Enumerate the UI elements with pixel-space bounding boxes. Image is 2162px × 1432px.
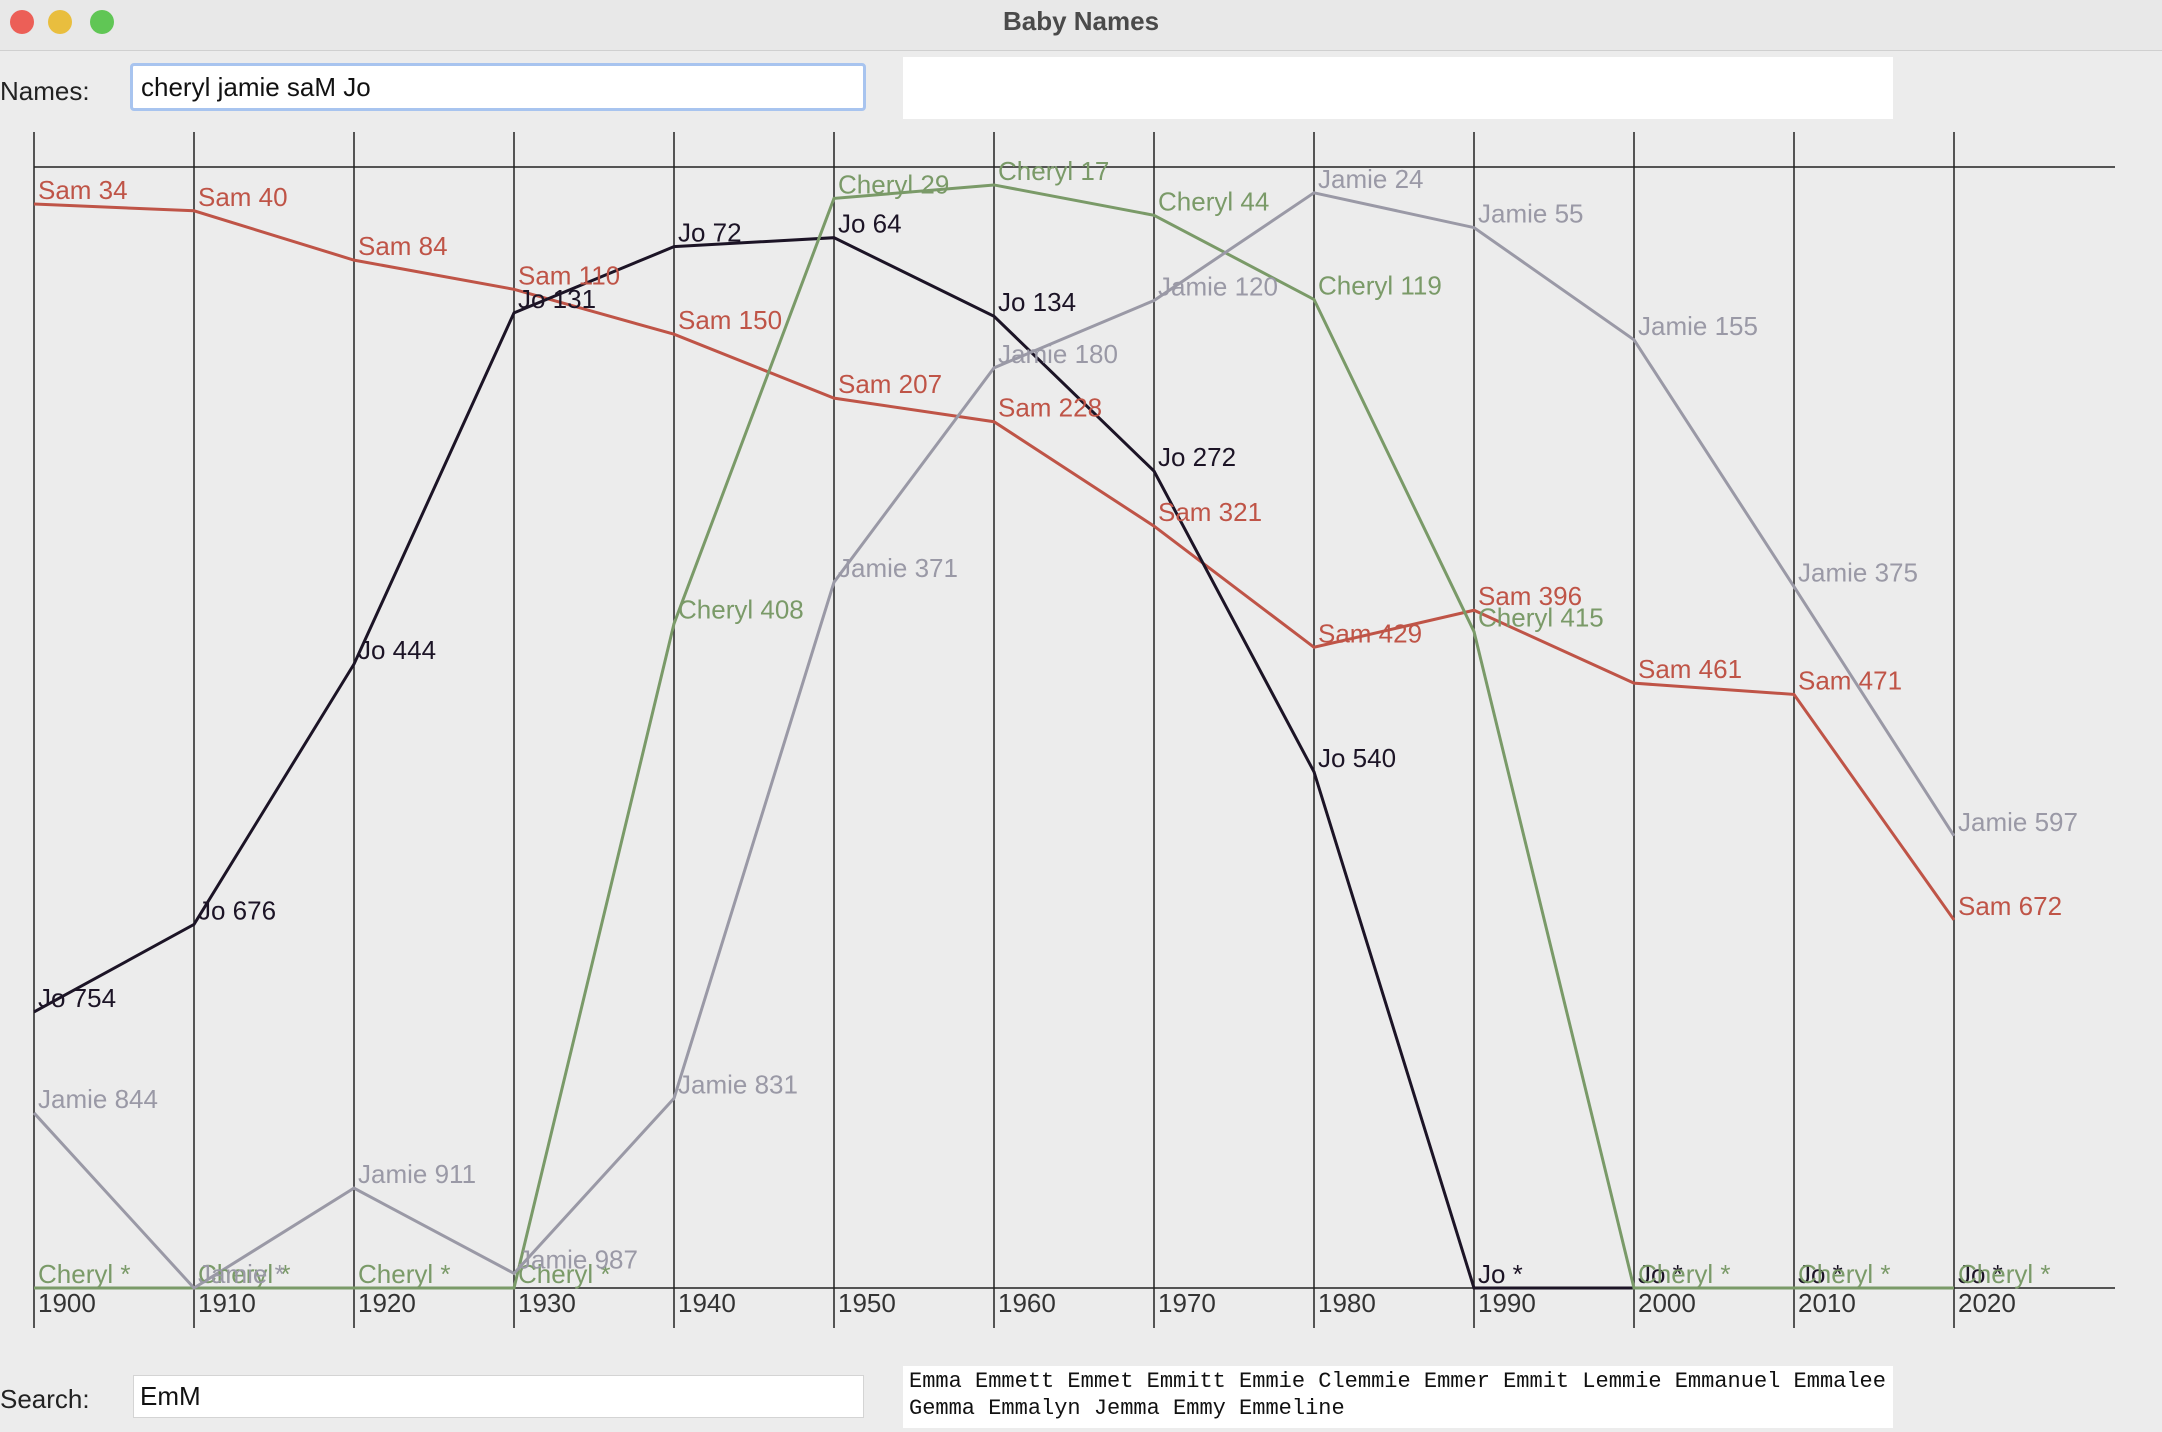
- decade-tick-label: 1970: [1158, 1288, 1216, 1318]
- decade-tick-label: 1930: [518, 1288, 576, 1318]
- series-line-jamie: [32, 191, 1956, 1290]
- point-label-cheryl: Cheryl *: [358, 1259, 450, 1289]
- point-label-jamie: Jamie 180: [998, 339, 1118, 369]
- point-label-cheryl: Cheryl 415: [1478, 603, 1604, 633]
- point-label-cheryl: Cheryl *: [1798, 1259, 1890, 1289]
- message-panel: [903, 57, 1893, 119]
- point-label-jo: Jo 540: [1318, 743, 1396, 773]
- graph-series: [32, 183, 1956, 1290]
- point-label-jo: Jo 676: [198, 895, 276, 925]
- point-label-jamie: Jamie 375: [1798, 558, 1918, 588]
- graph-labels: Sam 34 Sam 40 Sam 84 Sam 110 Sam 150 Sam 207 S…: [38, 156, 2078, 1289]
- names-label: Names:: [0, 76, 90, 106]
- decade-tick-label: 1940: [678, 1288, 736, 1318]
- point-label-jo: Jo *: [1798, 1259, 1843, 1289]
- point-label-cheryl: Cheryl 44: [1158, 186, 1269, 216]
- minimize-window-button[interactable]: [48, 10, 72, 34]
- decade-tick-label: 2010: [1798, 1288, 1856, 1318]
- point-label-sam: Sam 207: [838, 369, 942, 399]
- point-label-cheryl: Cheryl *: [198, 1259, 290, 1289]
- point-label-cheryl: Cheryl *: [518, 1259, 610, 1289]
- point-label-jo: Jo 272: [1158, 442, 1236, 472]
- point-label-cheryl: Cheryl *: [1958, 1259, 2050, 1289]
- names-input[interactable]: [130, 63, 866, 111]
- point-label-jamie: Jamie 911: [358, 1159, 476, 1189]
- decade-tick-label: 1980: [1318, 1288, 1376, 1318]
- point-label-cheryl: Cheryl 17: [998, 156, 1109, 186]
- point-label-cheryl: Cheryl *: [38, 1259, 130, 1289]
- point-label-sam: Sam 471: [1798, 665, 1902, 695]
- point-label-jamie: Jamie *: [198, 1259, 285, 1289]
- point-label-jo: Jo *: [1478, 1259, 1523, 1289]
- point-label-jo: Jo 131: [518, 284, 596, 314]
- point-label-jamie: Jamie 831: [678, 1069, 798, 1099]
- point-label-sam: Sam 110: [518, 260, 620, 290]
- point-label-jamie: Jamie 844: [38, 1084, 158, 1114]
- point-label-sam: Sam 429: [1318, 618, 1422, 648]
- point-label-sam: Sam 84: [358, 231, 448, 261]
- decade-tick-label: 1920: [358, 1288, 416, 1318]
- point-label-sam: Sam 150: [678, 305, 782, 335]
- point-label-jo: Jo *: [1638, 1259, 1683, 1289]
- decade-tick-label: 1910: [198, 1288, 256, 1318]
- point-label-cheryl: Cheryl 119: [1318, 270, 1442, 300]
- series-line-sam: [33, 202, 1956, 921]
- search-results-text: Emma Emmett Emmet Emmitt Emmie Clemmie E…: [909, 1369, 1886, 1421]
- decade-tick-label: 1990: [1478, 1288, 1536, 1318]
- point-label-jamie: Jamie 597: [1958, 807, 2078, 837]
- point-label-jo: Jo 444: [358, 635, 436, 665]
- point-label-jo: Jo 64: [838, 209, 902, 239]
- point-label-cheryl: Cheryl 29: [838, 169, 949, 199]
- point-label-sam: Sam 672: [1958, 891, 2062, 921]
- decade-tick-label: 1900: [38, 1288, 96, 1318]
- point-label-jo: Jo 72: [678, 218, 742, 248]
- point-label-cheryl: Cheryl 408: [678, 595, 804, 625]
- point-label-jamie: Jamie 55: [1478, 199, 1584, 229]
- point-label-jamie: Jamie 24: [1318, 164, 1424, 194]
- point-label-sam: Sam 321: [1158, 497, 1262, 527]
- point-label-jo: Jo 754: [38, 983, 116, 1013]
- point-label-sam: Sam 461: [1638, 654, 1742, 684]
- decade-tick-label: 1950: [838, 1288, 896, 1318]
- point-label-sam: Sam 40: [198, 182, 288, 212]
- point-label-sam: Sam 34: [38, 175, 128, 205]
- point-label-jamie: Jamie 371: [838, 553, 958, 583]
- search-input[interactable]: [133, 1375, 864, 1418]
- decade-tick-label: 2020: [1958, 1288, 2016, 1318]
- point-label-jo: Jo 134: [998, 287, 1076, 317]
- close-window-button[interactable]: [10, 10, 34, 34]
- search-results: Emma Emmett Emmet Emmitt Emmie Clemmie E…: [903, 1366, 1893, 1428]
- window-title: Baby Names: [1002, 6, 1160, 36]
- maximize-window-button[interactable]: [90, 10, 114, 34]
- point-label-sam: Sam 228: [998, 393, 1102, 423]
- point-label-cheryl: Cheryl *: [1638, 1259, 1730, 1289]
- series-line-cheryl: [34, 183, 1954, 1290]
- point-label-jamie: Jamie 155: [1638, 311, 1758, 341]
- point-label-jo: Jo *: [1958, 1259, 2003, 1289]
- search-label: Search:: [0, 1384, 90, 1414]
- point-label-jamie: Jamie 120: [1158, 272, 1278, 302]
- point-label-sam: Sam 396: [1478, 581, 1582, 611]
- title-bar: Baby Names: [0, 0, 2162, 51]
- decade-tick-label: 1960: [998, 1288, 1056, 1318]
- point-label-jamie: Jamie 987: [518, 1244, 638, 1274]
- decade-tick-label: 2000: [1638, 1288, 1696, 1318]
